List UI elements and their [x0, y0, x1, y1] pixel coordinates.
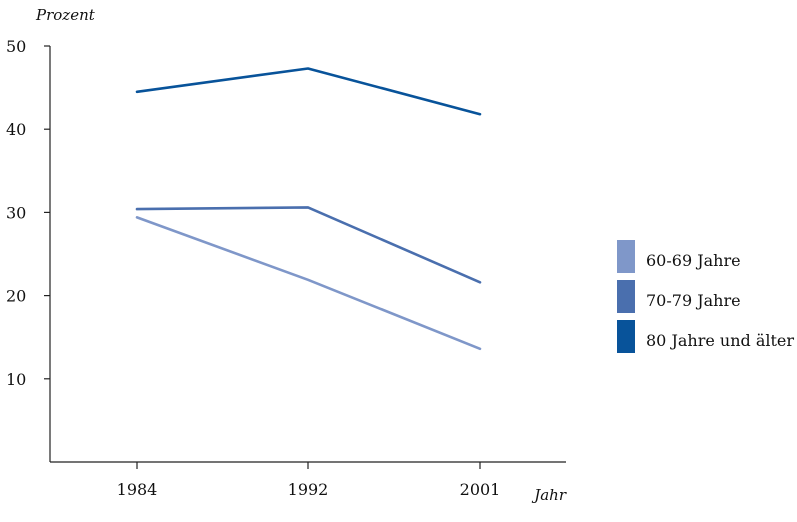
- series-line-1: [135, 216, 482, 351]
- y-tick-label: 30: [6, 203, 26, 222]
- y-tick-label: 20: [6, 287, 26, 306]
- series-lines: [135, 67, 482, 351]
- y-tick-label: 50: [6, 37, 26, 56]
- legend: 60-69 Jahre 70-79 Jahre 80 Jahre und älter: [617, 240, 794, 353]
- y-tick-label: 40: [6, 120, 26, 139]
- y-tick-label: 10: [6, 370, 26, 389]
- x-tick-label: 1992: [288, 480, 329, 499]
- legend-swatch: [617, 280, 635, 313]
- x-tick-label: 2001: [460, 480, 501, 499]
- series-line-3: [135, 67, 482, 116]
- y-axis-title: Prozent: [35, 6, 96, 24]
- x-axis-title: Jahr: [531, 486, 567, 504]
- legend-label: 70-79 Jahre: [646, 291, 741, 310]
- legend-swatch: [617, 320, 635, 353]
- legend-swatch: [617, 240, 635, 273]
- legend-label: 60-69 Jahre: [646, 251, 741, 270]
- x-tick-label: 1984: [117, 480, 158, 499]
- series-line-2: [135, 206, 482, 284]
- axes: 10 20 30 40 50 1984 1992 2001: [6, 37, 566, 499]
- legend-label: 80 Jahre und älter: [646, 331, 794, 350]
